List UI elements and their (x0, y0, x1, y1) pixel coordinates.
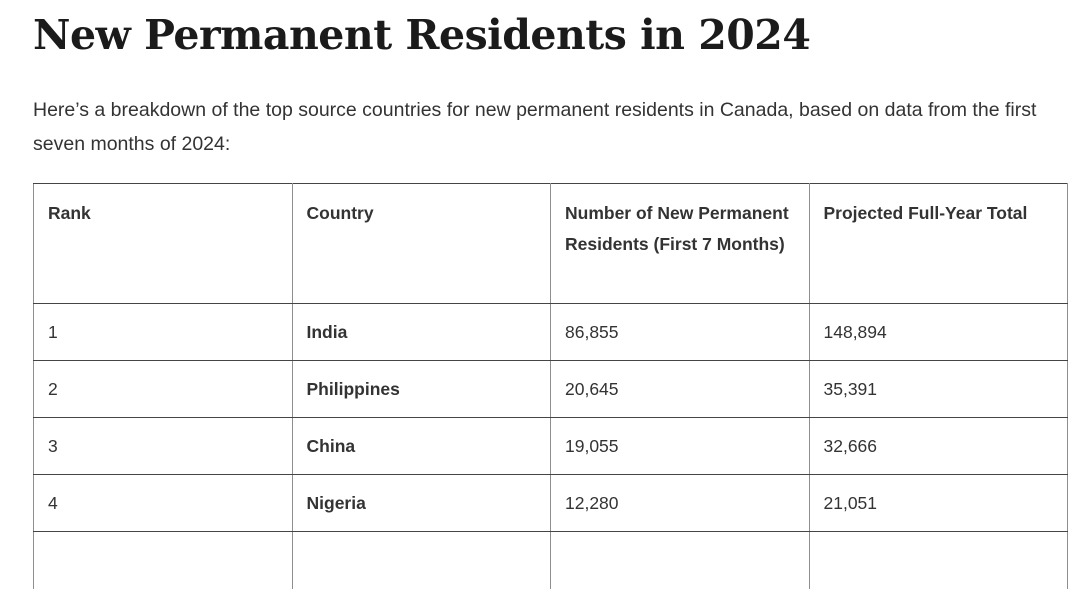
country-cell (291, 531, 551, 589)
table-header-row: Rank Country Number of New Permanent Res… (33, 183, 1068, 304)
projected-cell: 148,894 (808, 303, 1068, 361)
column-header-projected: Projected Full-Year Total (808, 183, 1068, 304)
projected-cell (808, 531, 1068, 589)
country-cell: Philippines (291, 360, 551, 418)
intro-paragraph: Here’s a breakdown of the top source cou… (33, 99, 1037, 155)
projected-cell: 35,391 (808, 360, 1068, 418)
column-header-first7: Number of New Permanent Residents (First… (550, 183, 810, 304)
rank-cell: 1 (33, 303, 293, 361)
rank-cell: 2 (33, 360, 293, 418)
column-header-country: Country (291, 183, 551, 304)
first7-cell: 86,855 (550, 303, 810, 361)
table-row: 4 Nigeria 12,280 21,051 (33, 474, 1068, 532)
table-row: 2 Philippines 20,645 35,391 (33, 360, 1068, 418)
first7-cell: 19,055 (550, 417, 810, 475)
first7-cell: 20,645 (550, 360, 810, 418)
table-row: 1 India 86,855 148,894 (33, 303, 1068, 361)
projected-cell: 32,666 (808, 417, 1068, 475)
residents-table-header: Rank Country Number of New Permanent Res… (33, 183, 1068, 304)
country-cell: China (291, 417, 551, 475)
rank-cell: 3 (33, 417, 293, 475)
country-cell: Nigeria (291, 474, 551, 532)
first7-cell: 12,280 (550, 474, 810, 532)
rank-cell (33, 531, 293, 589)
rank-cell: 4 (33, 474, 293, 532)
column-header-rank: Rank (33, 183, 293, 304)
page-title: New Permanent Residents in 2024 (33, 11, 811, 59)
first7-cell (550, 531, 810, 589)
table-row-partial (33, 531, 1068, 589)
projected-cell: 21,051 (808, 474, 1068, 532)
residents-table-body: 1 India 86,855 148,894 2 Philippines 20,… (33, 303, 1068, 589)
residents-table: Rank Country Number of New Permanent Res… (33, 183, 1068, 589)
table-row: 3 China 19,055 32,666 (33, 417, 1068, 475)
country-cell: India (291, 303, 551, 361)
